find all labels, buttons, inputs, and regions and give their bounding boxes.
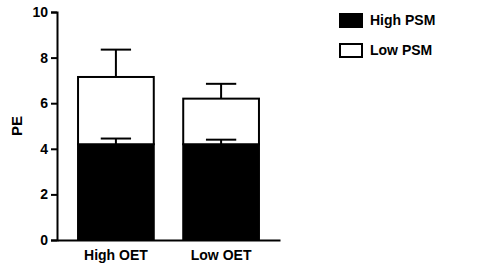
legend: High PSM Low PSM	[340, 12, 435, 58]
error-bar-stem	[220, 84, 222, 99]
tick-mark	[51, 12, 57, 14]
legend-swatch	[340, 14, 362, 27]
bar	[78, 77, 154, 144]
tick: High OET	[84, 240, 148, 263]
tick-label: 4	[40, 141, 48, 157]
bar	[183, 144, 259, 240]
tick-label: 10	[32, 4, 48, 20]
error-bar-stem	[115, 50, 117, 77]
tick-label: 0	[40, 232, 48, 248]
legend-swatch	[340, 44, 362, 57]
chart: 0 2 4 6 8 10 High OET Low OET PE High PSM Low PSM	[0, 0, 500, 275]
tick: 0	[40, 232, 57, 248]
tick-label: 8	[40, 50, 48, 66]
error-bar	[206, 140, 236, 145]
tick-label: 2	[40, 186, 48, 202]
tick: 8	[40, 50, 57, 66]
tick: 10	[32, 4, 57, 20]
tick-mark	[51, 148, 57, 150]
series	[78, 77, 259, 144]
tick: 6	[40, 95, 57, 111]
tick-mark	[51, 57, 57, 59]
axis-line	[58, 240, 281, 242]
legend-label: High PSM	[370, 12, 435, 28]
error-bar-cap	[101, 138, 131, 140]
error-bar	[101, 139, 131, 145]
error-bar-cap	[206, 139, 236, 141]
plot-area	[78, 50, 259, 240]
error-bar-cap	[206, 83, 236, 85]
tick-label: Low OET	[191, 247, 252, 263]
error-bar-cap	[101, 49, 131, 51]
error-bar	[101, 50, 131, 77]
tick: 2	[40, 186, 57, 202]
legend-label: Low PSM	[370, 42, 432, 58]
axis-title: PE	[8, 116, 25, 136]
tick: Low OET	[191, 240, 252, 263]
error-bar	[206, 84, 236, 99]
tick-mark	[51, 194, 57, 196]
tick-mark	[51, 240, 57, 242]
y-axis: 0 2 4 6 8 10	[32, 4, 57, 248]
tick-mark	[51, 103, 57, 105]
axis-line	[51, 13, 58, 241]
tick-label: High OET	[84, 247, 148, 263]
tick: 4	[40, 141, 57, 157]
bar	[78, 144, 154, 240]
tick-label: 6	[40, 95, 48, 111]
x-axis: High OET Low OET	[58, 240, 281, 263]
bar	[183, 99, 259, 145]
series	[78, 144, 259, 240]
